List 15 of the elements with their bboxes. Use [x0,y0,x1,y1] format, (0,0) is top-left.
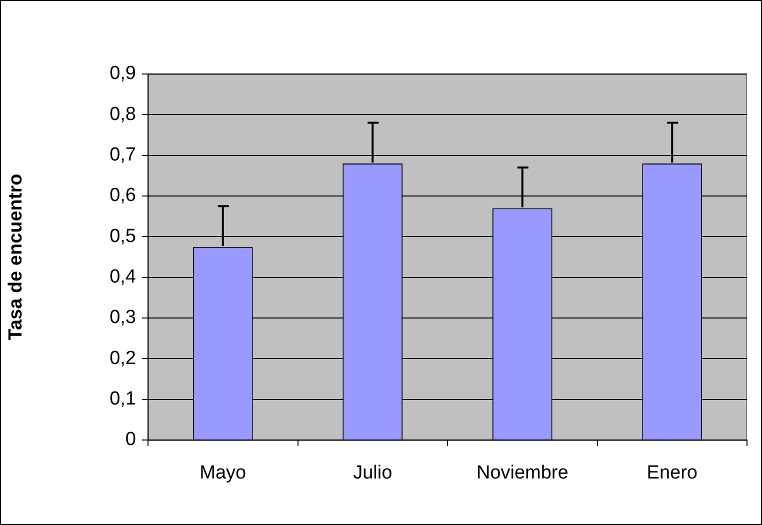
y-axis-title: Tasa de encuentro [6,174,27,340]
x-tick-label: Enero [646,462,698,484]
y-tick-label: 0,2 [110,348,136,369]
y-tick-label: 0,5 [110,226,136,247]
x-tick-label: Noviembre [476,462,568,484]
x-tick-label: Julio [353,462,392,484]
y-tick-label: 0,1 [110,388,136,410]
y-tick-label: 0 [125,429,136,450]
y-tick-label: 0,4 [110,266,136,288]
x-tick-label: Mayo [200,462,246,484]
y-tick-label: 0,6 [110,185,136,206]
y-tick-label: 0,3 [110,307,136,328]
y-tick-label: 0,8 [110,104,136,125]
y-tick-label: 0,7 [110,144,136,166]
y-tick-label: 0,9 [110,63,136,84]
